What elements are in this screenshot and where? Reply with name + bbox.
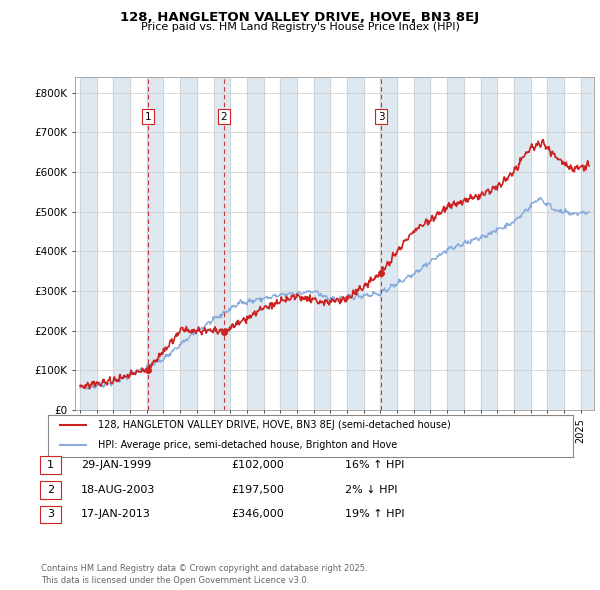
Bar xyxy=(380,77,397,410)
Text: 3: 3 xyxy=(47,510,54,519)
Text: 1: 1 xyxy=(47,460,54,470)
Bar xyxy=(80,77,97,410)
Text: Price paid vs. HM Land Registry's House Price Index (HPI): Price paid vs. HM Land Registry's House … xyxy=(140,22,460,32)
Bar xyxy=(180,77,197,410)
Bar xyxy=(147,77,163,410)
Bar xyxy=(247,77,263,410)
Bar xyxy=(447,77,464,410)
Text: 19% ↑ HPI: 19% ↑ HPI xyxy=(345,510,404,519)
Bar xyxy=(414,77,430,410)
Bar xyxy=(347,77,364,410)
Bar xyxy=(581,77,594,410)
Text: 3: 3 xyxy=(378,112,385,122)
Text: £346,000: £346,000 xyxy=(231,510,284,519)
Text: 128, HANGLETON VALLEY DRIVE, HOVE, BN3 8EJ (semi-detached house): 128, HANGLETON VALLEY DRIVE, HOVE, BN3 8… xyxy=(98,421,451,430)
Bar xyxy=(481,77,497,410)
Text: 17-JAN-2013: 17-JAN-2013 xyxy=(81,510,151,519)
Bar xyxy=(514,77,530,410)
Text: 2: 2 xyxy=(221,112,227,122)
Text: Contains HM Land Registry data © Crown copyright and database right 2025.
This d: Contains HM Land Registry data © Crown c… xyxy=(41,565,367,585)
Text: 128, HANGLETON VALLEY DRIVE, HOVE, BN3 8EJ: 128, HANGLETON VALLEY DRIVE, HOVE, BN3 8… xyxy=(121,11,479,24)
Text: HPI: Average price, semi-detached house, Brighton and Hove: HPI: Average price, semi-detached house,… xyxy=(98,440,397,450)
Text: £197,500: £197,500 xyxy=(231,485,284,494)
Text: 16% ↑ HPI: 16% ↑ HPI xyxy=(345,460,404,470)
Bar xyxy=(113,77,130,410)
Text: 18-AUG-2003: 18-AUG-2003 xyxy=(81,485,155,494)
Bar xyxy=(280,77,297,410)
Text: 29-JAN-1999: 29-JAN-1999 xyxy=(81,460,151,470)
Bar xyxy=(547,77,564,410)
Text: 2% ↓ HPI: 2% ↓ HPI xyxy=(345,485,398,494)
Text: 1: 1 xyxy=(145,112,151,122)
Bar xyxy=(214,77,230,410)
Bar xyxy=(314,77,331,410)
Text: £102,000: £102,000 xyxy=(231,460,284,470)
Text: 2: 2 xyxy=(47,485,54,494)
